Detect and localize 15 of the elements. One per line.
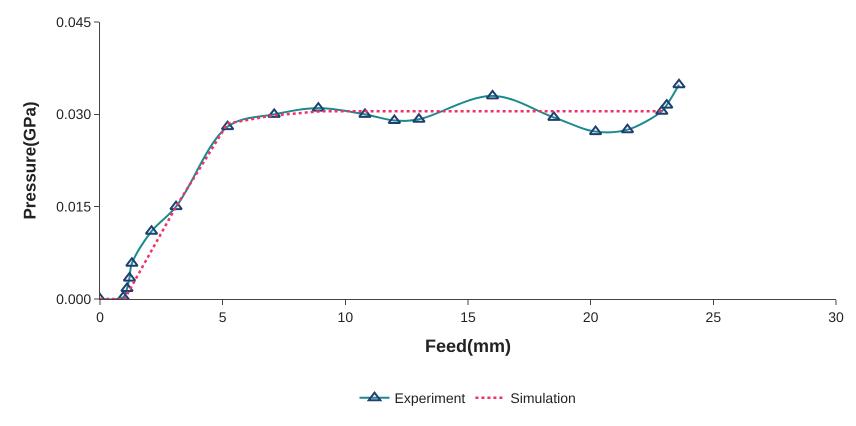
y-tick-label: 0.015 (56, 198, 92, 215)
x-tick-label: 0 (96, 308, 104, 325)
y-tick-label: 0.045 (56, 14, 92, 30)
x-tick-label: 5 (218, 308, 227, 325)
x-tick-label: 20 (582, 308, 599, 325)
x-tick-label: 30 (828, 308, 844, 325)
y-axis-title: Pressure(GPa) (20, 101, 40, 220)
legend-label: Experiment (394, 390, 466, 406)
legend-label: Simulation (510, 390, 576, 406)
x-tick-label: 15 (460, 308, 476, 325)
x-axis-title: Feed(mm) (424, 336, 512, 356)
y-tick-label: 0.000 (56, 290, 92, 307)
y-tick-label: 0.030 (56, 106, 92, 122)
x-tick-label: 25 (706, 308, 722, 325)
x-tick-label: 10 (338, 308, 354, 325)
